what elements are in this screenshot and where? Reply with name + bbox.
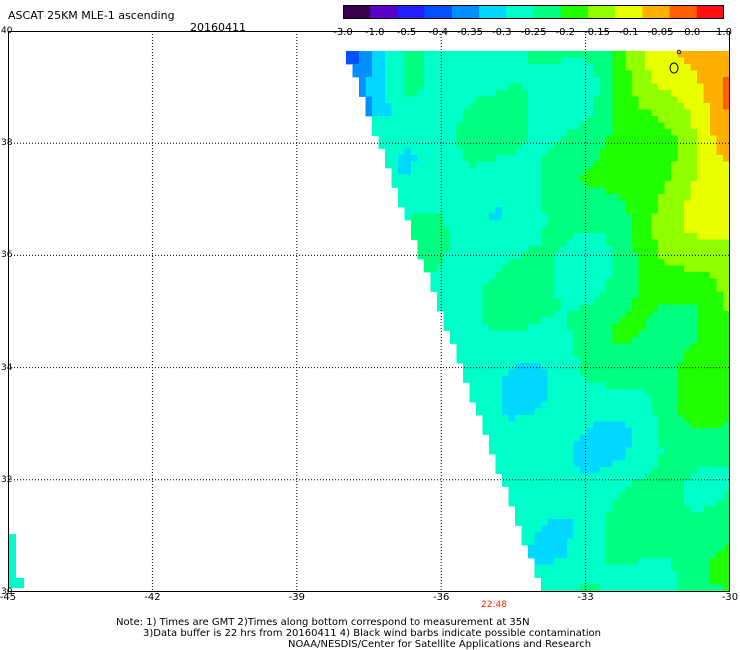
map-border — [8, 31, 730, 592]
colorbar-tick-label: -0.25 — [520, 27, 547, 38]
latitude-label: 40 — [1, 26, 13, 36]
latitude-label: 34 — [1, 362, 13, 373]
colorbar-tick-label: 0.0 — [684, 27, 701, 38]
colorbar-segment — [479, 5, 507, 19]
colorbar-segment — [533, 5, 562, 19]
colorbar — [343, 5, 724, 19]
colorbar-segment — [343, 5, 371, 19]
colorbar-tick-label: -0.15 — [584, 27, 610, 38]
colorbar-segment — [642, 5, 671, 19]
colorbar-tick-label: -1.0 — [364, 27, 385, 38]
colorbar-tick-label: -0.3 — [491, 27, 512, 38]
latitude-label: 32 — [1, 474, 13, 485]
note-line-1: Note: 1) Times are GMT 2)Times along bot… — [116, 617, 530, 628]
longitude-label: -39 — [288, 592, 305, 603]
longitude-label: -45 — [0, 592, 17, 603]
colorbar-segment — [696, 5, 724, 19]
colorbar-segment — [451, 5, 480, 19]
island-outline — [669, 62, 679, 74]
colorbar-tick-label: -0.2 — [555, 27, 576, 38]
colorbar-tick-label: -0.35 — [457, 27, 483, 38]
latitude-label: 30 — [1, 587, 13, 597]
swath-field — [346, 51, 730, 591]
colorbar-segment — [587, 5, 616, 19]
graticule — [8, 31, 730, 592]
colorbar-segment — [560, 5, 589, 19]
colorbar-segment — [397, 5, 426, 19]
note-line-3: NOAA/NESDIS/Center for Satellite Applica… — [288, 639, 592, 650]
colorbar-segment — [506, 5, 535, 19]
note-line-2: 3)Data buffer is 22 hrs from 20160411 4)… — [143, 628, 601, 639]
longitude-label: -33 — [577, 592, 594, 603]
colorbar-segment — [669, 5, 698, 19]
map-title: ASCAT 25KM MLE-1 ascending — [8, 9, 175, 22]
colorbar-segment — [424, 5, 453, 19]
colorbar-tick-label: -3.0 — [333, 27, 353, 38]
colorbar-tick-label: -0.1 — [618, 27, 639, 38]
map-plot — [8, 31, 730, 592]
colorbar-tick-label: -0.05 — [647, 27, 674, 38]
map-date: 20160411 — [190, 21, 246, 34]
longitude-label: -42 — [144, 592, 161, 603]
longitude-label: -36 — [433, 592, 450, 603]
colorbar-segment — [370, 5, 399, 19]
colorbar-tick-label: 1.0 — [716, 27, 732, 38]
longitude-label: -30 — [721, 592, 739, 603]
colorbar-segment — [615, 5, 643, 19]
colorbar-tick-label: -0.4 — [428, 27, 449, 38]
time-label: 22:48 — [481, 600, 507, 610]
colorbar-tick-label: -0.5 — [396, 27, 417, 38]
latitude-label: 38 — [1, 138, 13, 149]
latitude-label: 36 — [1, 250, 13, 261]
